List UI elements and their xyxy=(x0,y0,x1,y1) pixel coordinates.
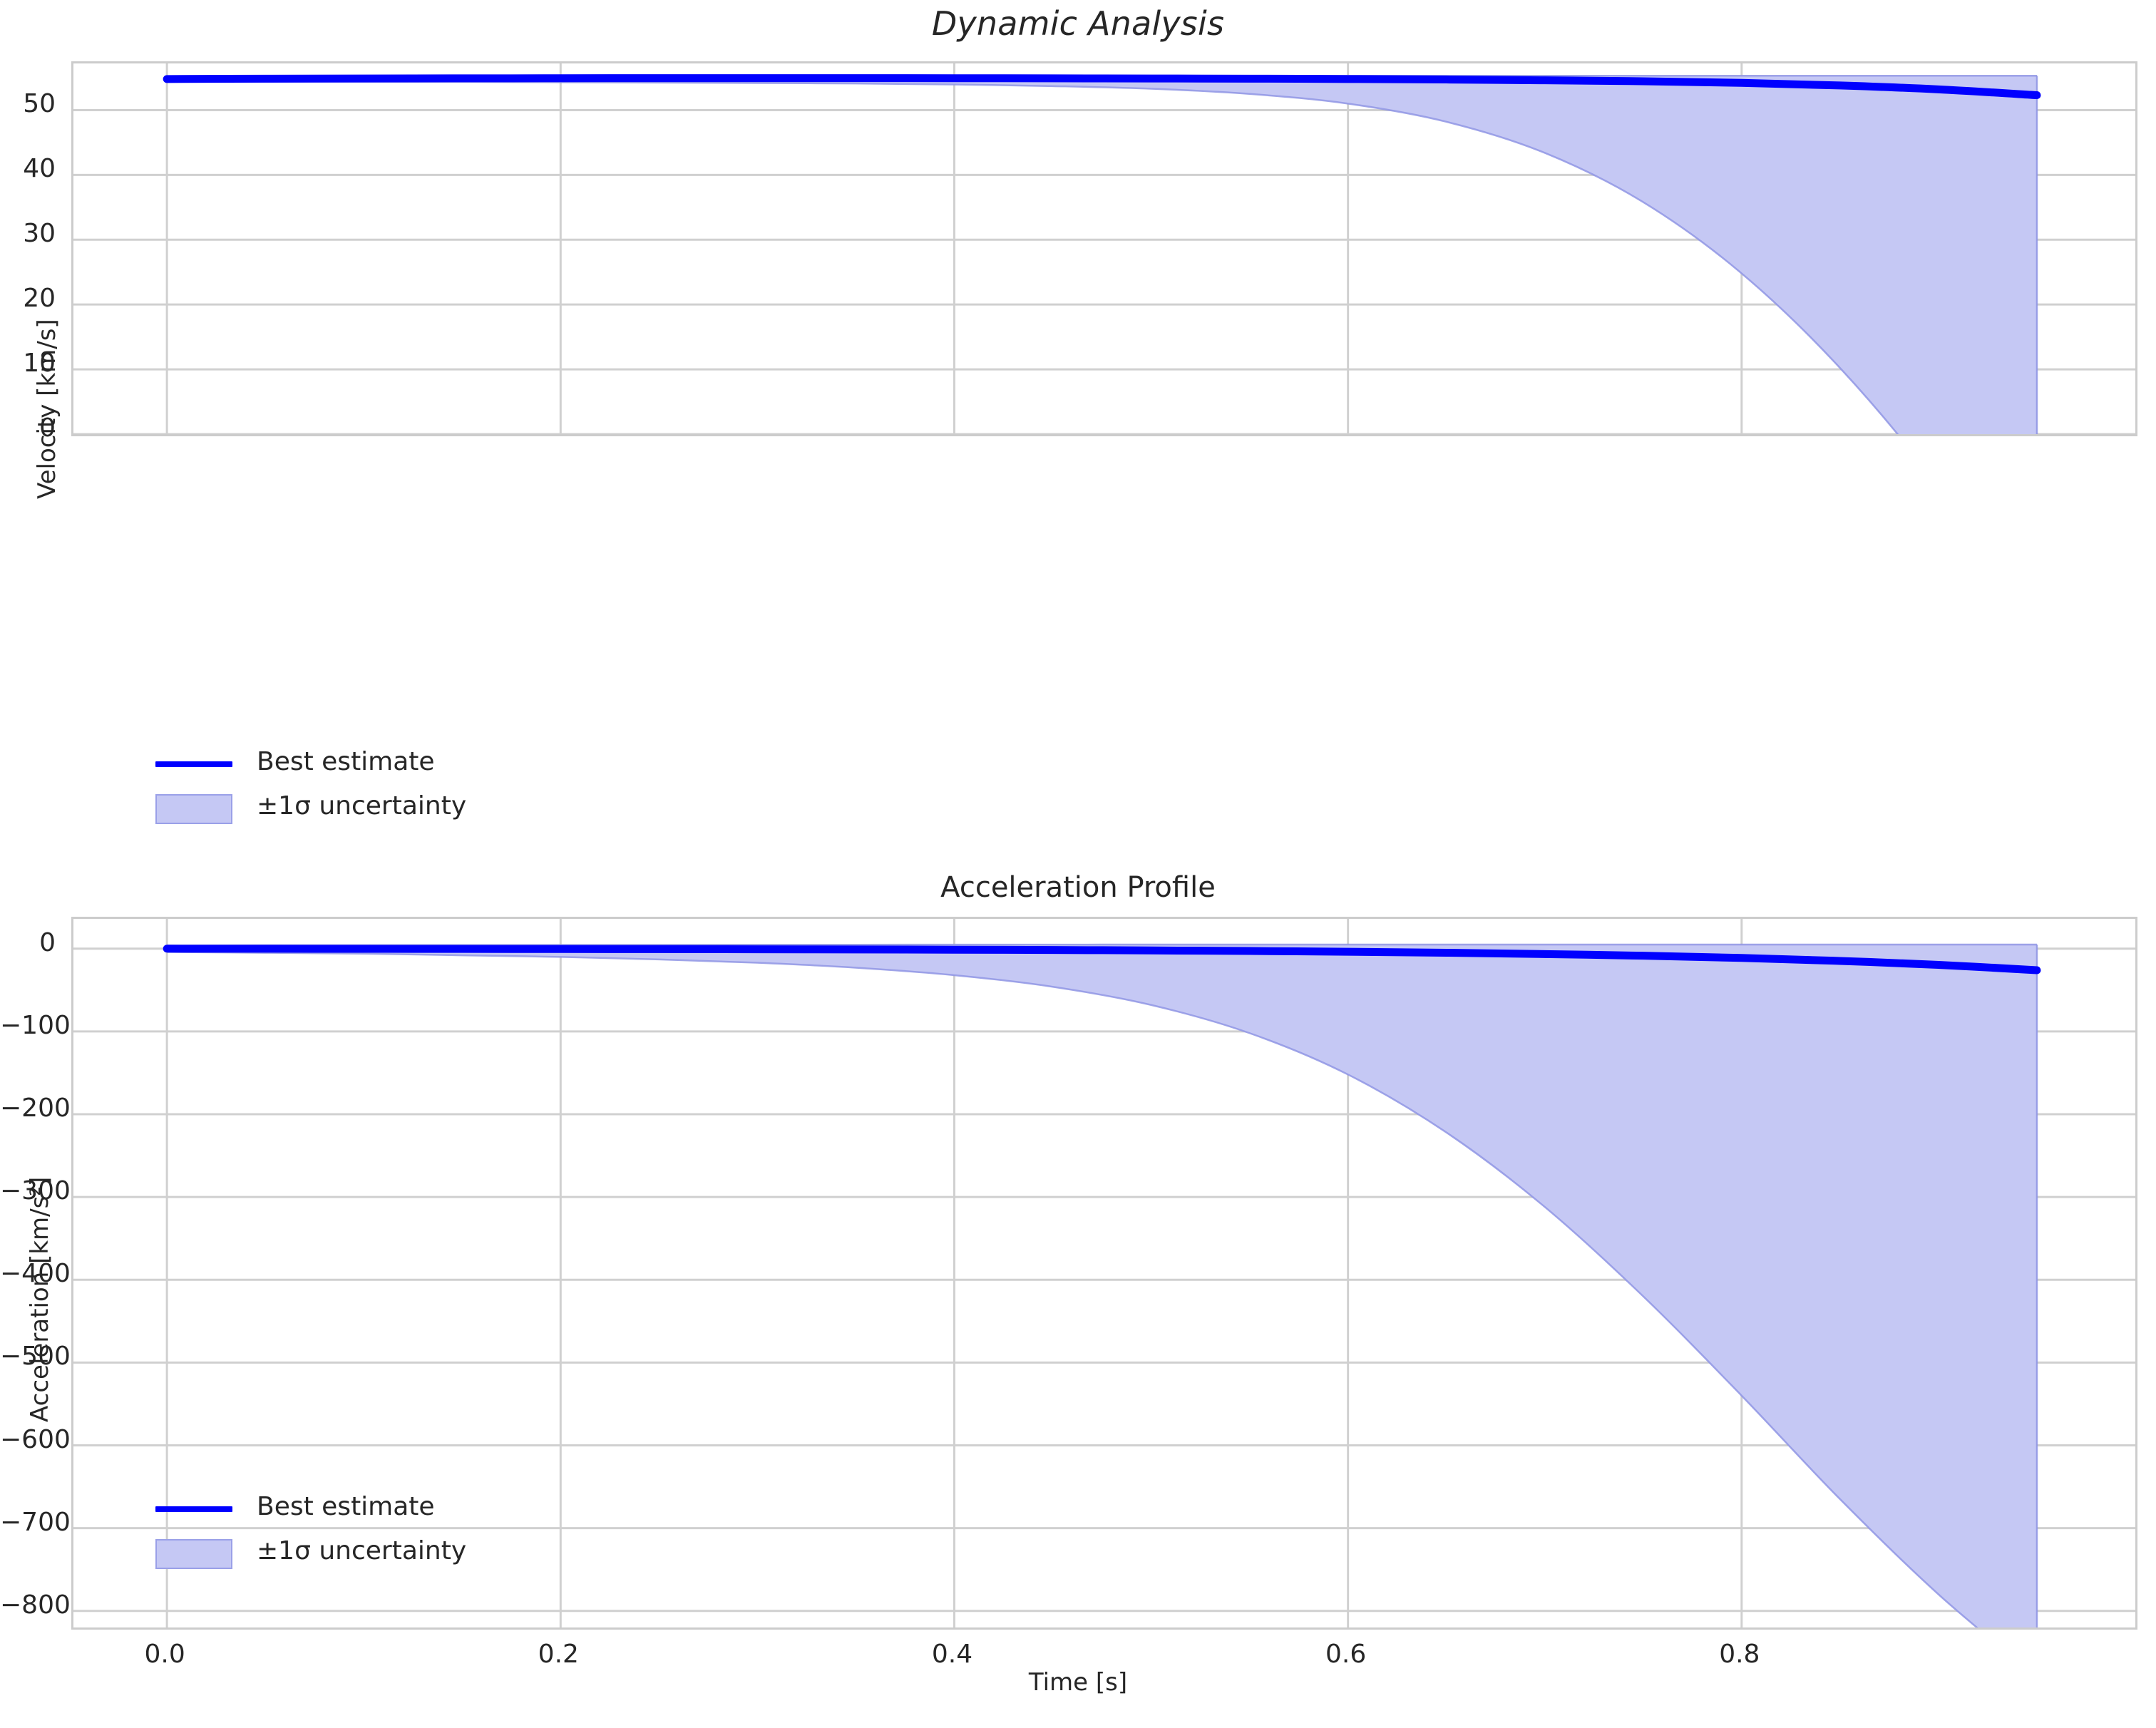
x-axis-label: Time [s] xyxy=(1028,1668,1128,1697)
y-tick-label: −100 xyxy=(0,1010,71,1040)
legend-velocity: Best estimate ±1σ uncertainty xyxy=(155,741,583,830)
legend-row-uncertainty: ±1σ uncertainty xyxy=(155,786,583,830)
y-tick-label: −600 xyxy=(0,1424,71,1454)
x-tick-label: 0.4 xyxy=(931,1640,973,1669)
y-axis-label-acceleration: Acceleration [km/s²] xyxy=(26,1176,54,1422)
y-tick-label: 30 xyxy=(23,219,56,249)
y-tick-label: −400 xyxy=(0,1259,71,1289)
x-tick-label: 0.2 xyxy=(538,1640,579,1669)
y-tick-label: −200 xyxy=(0,1094,71,1123)
figure-suptitle: Dynamic Analysis xyxy=(931,4,1225,43)
legend-row-best-estimate: Best estimate xyxy=(155,741,583,786)
legend-line-swatch xyxy=(155,761,232,767)
x-tick-label: 0.8 xyxy=(1719,1640,1760,1669)
x-tick-label: 0.6 xyxy=(1325,1640,1367,1669)
legend-acceleration: Best estimate ±1σ uncertainty xyxy=(155,1486,583,1575)
subplot-title-acceleration: Acceleration Profile xyxy=(940,871,1216,904)
y-tick-label: 20 xyxy=(23,284,56,314)
legend-label-best-estimate: Best estimate xyxy=(257,1492,435,1521)
y-tick-label: 0 xyxy=(39,927,56,957)
velocity-plot-area xyxy=(71,61,2137,436)
y-axis-label-velocity: Velocity [km/s] xyxy=(33,319,61,499)
legend-row-best-estimate: Best estimate xyxy=(155,1486,583,1531)
y-tick-label: 50 xyxy=(23,89,56,119)
y-tick-label: −700 xyxy=(0,1507,71,1537)
y-tick-label: −800 xyxy=(0,1590,71,1620)
legend-band-swatch xyxy=(155,794,232,824)
y-tick-label: 10 xyxy=(23,349,56,379)
y-tick-label: 0 xyxy=(39,413,56,443)
legend-label-uncertainty: ±1σ uncertainty xyxy=(257,1536,467,1565)
legend-line-swatch xyxy=(155,1506,232,1512)
acceleration-plot-area xyxy=(71,917,2137,1630)
x-tick-label: 0.0 xyxy=(144,1640,185,1669)
legend-band-swatch xyxy=(155,1539,232,1569)
legend-row-uncertainty: ±1σ uncertainty xyxy=(155,1531,583,1575)
legend-label-best-estimate: Best estimate xyxy=(257,747,435,776)
y-tick-label: 40 xyxy=(23,154,56,184)
y-tick-label: −300 xyxy=(0,1176,71,1206)
legend-label-uncertainty: ±1σ uncertainty xyxy=(257,791,467,821)
y-tick-label: −500 xyxy=(0,1342,71,1372)
